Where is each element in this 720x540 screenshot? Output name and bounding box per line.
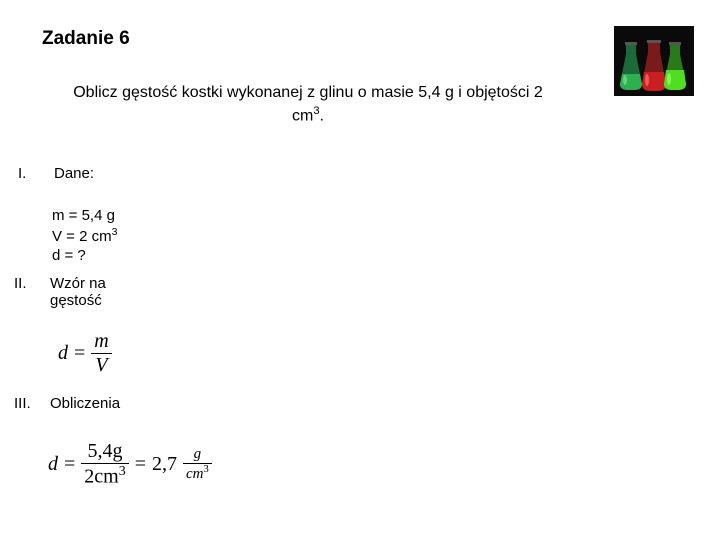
f1-den: V xyxy=(91,353,111,377)
section-label-2: Wzór na gęstość xyxy=(50,275,140,309)
f2-frac1-num: 5,4g xyxy=(81,440,128,463)
section-dane: I. Dane: xyxy=(18,165,94,182)
f2-val: 2,7 xyxy=(152,453,177,476)
f2-eq1: = xyxy=(64,453,75,476)
problem-line2-suffix: . xyxy=(320,107,324,124)
problem-line2-prefix: cm xyxy=(292,107,313,124)
f2-frac1-den-val: 2cm xyxy=(84,466,118,488)
section-num-1: I. xyxy=(18,165,36,182)
f2-frac2-den: cm3 xyxy=(183,463,212,483)
f2-frac2-den-sup: 3 xyxy=(204,464,209,475)
f2-frac2-den-val: cm xyxy=(186,466,204,482)
f2-frac2-num: g xyxy=(183,446,212,463)
section-num-2: II. xyxy=(14,275,32,309)
section-wzor: II. Wzór na gęstość xyxy=(14,275,140,309)
f2-frac1-den: 2cm3 xyxy=(81,463,128,489)
problem-line1: Oblicz gęstość kostki wykonanej z glinu … xyxy=(73,84,543,101)
data-v-prefix: V = 2 cm xyxy=(52,228,112,245)
data-v: V = 2 cm3 xyxy=(52,226,117,247)
data-v-sup: 3 xyxy=(112,226,118,238)
data-m: m = 5,4 g xyxy=(52,206,117,226)
f2-eq2: = xyxy=(135,453,146,476)
page-title: Zadanie 6 xyxy=(42,28,130,50)
problem-statement: Oblicz gęstość kostki wykonanej z glinu … xyxy=(28,82,588,127)
f2-lhs: d xyxy=(48,453,58,476)
formula-density: d = m V xyxy=(58,330,112,377)
section-num-3: III. xyxy=(14,395,32,412)
f1-eq: = xyxy=(74,342,85,365)
data-block: m = 5,4 g V = 2 cm3 d = ? xyxy=(52,206,117,266)
flask-illustration xyxy=(614,26,694,96)
formula-calculation: d = 5,4g 2cm3 = 2,7 g cm3 xyxy=(48,440,212,489)
section-label-3: Obliczenia xyxy=(50,395,120,412)
section-label-1: Dane: xyxy=(54,165,94,182)
section-obliczenia: III. Obliczenia xyxy=(14,395,120,412)
f1-lhs: d xyxy=(58,342,68,365)
f1-num: m xyxy=(91,330,111,353)
data-d: d = ? xyxy=(52,246,117,266)
f2-frac1-den-sup: 3 xyxy=(119,464,126,479)
